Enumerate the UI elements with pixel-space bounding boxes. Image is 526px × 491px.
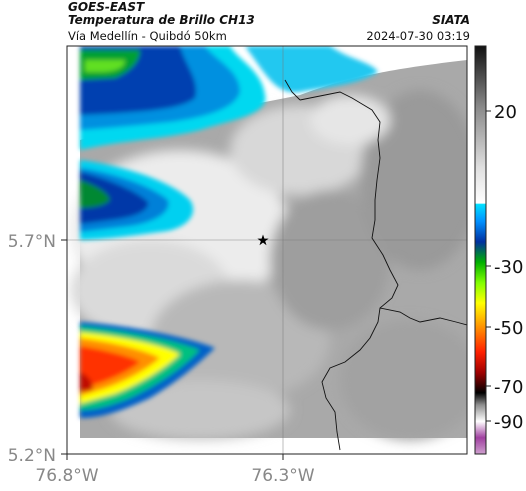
satellite-title: GOES-EAST bbox=[68, 0, 145, 14]
colorbar-tick-label: -70 bbox=[494, 377, 523, 398]
lat-tick-label: 5.7°N bbox=[8, 232, 56, 252]
datetime-label: 2024-07-30 03:19 bbox=[366, 29, 470, 43]
temperature-colorbar: 20 -30 -50 -70 -90 bbox=[474, 45, 523, 455]
colorbar-tick-label: -90 bbox=[494, 412, 523, 433]
region-subtitle: Vía Medellín - Quibdó 50km bbox=[68, 29, 227, 43]
lat-tick-label: 5.2°N bbox=[8, 446, 56, 466]
lon-tick-label: 76.8°W bbox=[35, 466, 98, 486]
brightness-temperature-field bbox=[67, 46, 467, 454]
agency-label: SIATA bbox=[432, 13, 470, 27]
location-star-marker bbox=[257, 234, 269, 246]
colorbar-tick-label: 20 bbox=[494, 102, 517, 123]
colorbar-tick-label: -50 bbox=[494, 318, 523, 339]
map-frame bbox=[66, 45, 468, 455]
product-title: Temperatura de Brillo CH13 bbox=[68, 13, 255, 27]
colorbar-tick-label: -30 bbox=[494, 257, 523, 278]
lon-tick-label: 76.3°W bbox=[251, 466, 314, 486]
